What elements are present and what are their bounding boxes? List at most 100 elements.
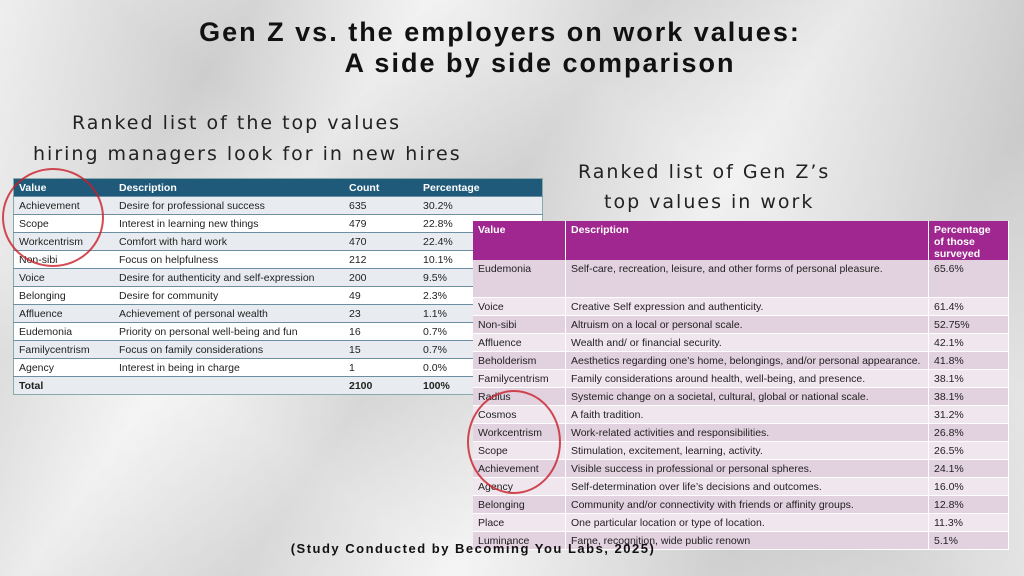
table-row: Familycentrism Family considerations arou…	[473, 369, 1009, 388]
description-cell: Creative Self expression and authenticit…	[565, 297, 929, 316]
description-cell: Focus on helpfulness	[114, 250, 344, 269]
table-row: Luminance Fame, recognition, wide public …	[473, 531, 1009, 550]
percentage-cell: 12.8%	[928, 495, 1009, 514]
value-cell: Place	[473, 513, 566, 532]
description-cell: Systemic change on a societal, cultural,…	[565, 387, 929, 406]
percentage-cell: 24.1%	[928, 459, 1009, 478]
description-cell: Work-related activities and responsibili…	[565, 423, 929, 442]
table-row: Belonging Community and/or connectivity w…	[473, 495, 1009, 514]
value-cell: Non-sibi	[473, 315, 566, 334]
table-row: Cosmos A faith tradition. 31.2%	[473, 405, 1009, 424]
percentage-cell: 31.2%	[928, 405, 1009, 424]
table-row: Scope Stimulation, excitement, learning, …	[473, 441, 1009, 460]
total-description	[114, 376, 344, 395]
description-cell: A faith tradition.	[565, 405, 929, 424]
description-cell: Wealth and/ or financial security.	[565, 333, 929, 352]
percentage-cell: 30.2%	[418, 196, 543, 215]
table-row: Achievement Visible success in profession…	[473, 459, 1009, 478]
percentage-cell: 61.4%	[928, 297, 1009, 316]
count-cell: 1	[344, 358, 418, 377]
description-cell: Achievement of personal wealth	[114, 304, 344, 323]
table-row: Voice Creative Self expression and authen…	[473, 297, 1009, 316]
employer-values-table: Value Description Count Percentage Achie…	[13, 178, 543, 395]
table-row: Agency Self-determination over life’s dec…	[473, 477, 1009, 496]
value-cell: Eudemonia	[473, 260, 566, 298]
column-header: Description	[565, 221, 929, 260]
table-row: Non-sibi Focus on helpfulness 212 10.1%	[13, 250, 543, 269]
description-cell: Self-determination over life’s decisions…	[565, 477, 929, 496]
count-cell: 635	[344, 196, 418, 215]
column-header: Percentage	[418, 178, 543, 197]
value-cell: Agency	[473, 477, 566, 496]
description-cell: Self-care, recreation, leisure, and othe…	[565, 260, 929, 298]
description-cell: Community and/or connectivity with frien…	[565, 495, 929, 514]
column-header: Count	[344, 178, 418, 197]
table-row: Workcentrism Work-related activities and …	[473, 423, 1009, 442]
count-cell: 470	[344, 232, 418, 251]
description-cell: Desire for professional success	[114, 196, 344, 215]
percentage-cell: 5.1%	[928, 531, 1009, 550]
value-cell: Beholderism	[473, 351, 566, 370]
value-cell: Familycentrism	[473, 369, 566, 388]
table-row: Scope Interest in learning new things 479 2…	[13, 214, 543, 233]
value-cell: Achievement	[473, 459, 566, 478]
count-cell: 15	[344, 340, 418, 359]
value-cell: Belonging	[13, 286, 114, 305]
table-header-row: Value Description Count Percentage	[13, 178, 543, 197]
table-row: Non-sibi Altruism on a local or personal …	[473, 315, 1009, 334]
description-cell: Desire for community	[114, 286, 344, 305]
value-cell: Non-sibi	[13, 250, 114, 269]
page-title-line2: A side by side comparison	[344, 48, 736, 78]
table-row: Workcentrism Comfort with hard work 470 22.…	[13, 232, 543, 251]
table-row: Voice Desire for authenticity and self-ex…	[13, 268, 543, 287]
table-row: Eudemonia Priority on personal well-being…	[13, 322, 543, 341]
percentage-cell: 38.1%	[928, 369, 1009, 388]
table-row: Belonging Desire for community 49 2.3%	[13, 286, 543, 305]
description-cell: Aesthetics regarding one’s home, belongi…	[565, 351, 929, 370]
value-cell: Luminance	[473, 531, 566, 550]
column-header: Value	[13, 178, 114, 197]
percentage-cell: 16.0%	[928, 477, 1009, 496]
description-cell: Altruism on a local or personal scale.	[565, 315, 929, 334]
description-cell: One particular location or type of locat…	[565, 513, 929, 532]
total-label: Total	[13, 376, 114, 395]
percentage-cell: 38.1%	[928, 387, 1009, 406]
description-cell: Interest in learning new things	[114, 214, 344, 233]
genz-heading-line2: top values in work	[604, 191, 815, 213]
count-cell: 16	[344, 322, 418, 341]
value-cell: Workcentrism	[473, 423, 566, 442]
value-cell: Scope	[13, 214, 114, 233]
value-cell: Cosmos	[473, 405, 566, 424]
percentage-cell: 26.8%	[928, 423, 1009, 442]
table-row: Place One particular location or type of …	[473, 513, 1009, 532]
value-cell: Familycentrism	[13, 340, 114, 359]
table-row: Beholderism Aesthetics regarding one’s ho…	[473, 351, 1009, 370]
description-cell: Stimulation, excitement, learning, activ…	[565, 441, 929, 460]
value-cell: Workcentrism	[13, 232, 114, 251]
value-cell: Voice	[13, 268, 114, 287]
value-cell: Agency	[13, 358, 114, 377]
percentage-cell: 42.1%	[928, 333, 1009, 352]
column-header: Description	[114, 178, 344, 197]
total-row: Total 2100 100%	[13, 376, 543, 395]
description-cell: Fame, recognition, wide public renown	[565, 531, 929, 550]
percentage-cell: 52.75%	[928, 315, 1009, 334]
page-title-line1: Gen Z vs. the employers on work values:	[199, 17, 801, 47]
table-row: Agency Interest in being in charge 1 0.0%	[13, 358, 543, 377]
description-cell: Interest in being in charge	[114, 358, 344, 377]
column-header: Value	[473, 221, 566, 260]
count-cell: 200	[344, 268, 418, 287]
percentage-cell: 26.5%	[928, 441, 1009, 460]
description-cell: Visible success in professional or perso…	[565, 459, 929, 478]
genz-heading-line1: Ranked list of Gen Z’s	[578, 161, 831, 183]
value-cell: Affluence	[473, 333, 566, 352]
percentage-cell: 41.8%	[928, 351, 1009, 370]
employer-heading-line1: Ranked list of the top values	[72, 112, 402, 134]
value-cell: Radius	[473, 387, 566, 406]
count-cell: 479	[344, 214, 418, 233]
table-header-row: Value Description Percentage of those su…	[473, 221, 1009, 260]
count-cell: 212	[344, 250, 418, 269]
value-cell: Affluence	[13, 304, 114, 323]
table-row: Affluence Achievement of personal wealth 2…	[13, 304, 543, 323]
value-cell: Belonging	[473, 495, 566, 514]
